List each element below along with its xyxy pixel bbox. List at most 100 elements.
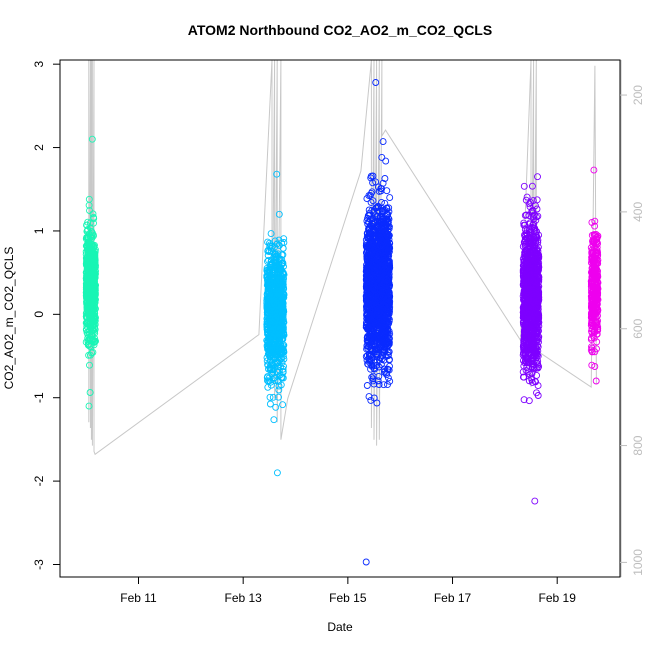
- x-tick-label: Feb 13: [224, 591, 262, 605]
- data-point: [90, 260, 98, 268]
- data-point: [83, 221, 90, 229]
- data-point: [383, 345, 391, 353]
- data-point: [270, 329, 278, 337]
- data-point: [384, 381, 391, 389]
- data-point: [85, 270, 93, 278]
- data-point: [278, 349, 286, 357]
- data-point: [363, 341, 371, 349]
- data-point: [279, 260, 287, 268]
- data-point: [365, 393, 373, 401]
- y-tick-label: -2: [32, 475, 46, 486]
- data-point: [279, 251, 287, 259]
- data-point: [278, 281, 286, 289]
- data-point: [276, 284, 284, 292]
- data-point: [363, 217, 371, 225]
- y-tick-label: -3: [32, 559, 46, 570]
- y-tick-label: 3: [32, 61, 46, 68]
- data-point: [88, 332, 96, 340]
- data-point: [277, 309, 285, 317]
- data-point: [271, 237, 279, 245]
- data-point: [372, 79, 380, 86]
- right-tick-label: 800: [631, 435, 645, 455]
- right-tick-label: 200: [631, 85, 645, 105]
- series-cluster: [82, 135, 100, 410]
- data-point: [89, 303, 97, 311]
- data-point: [278, 320, 285, 328]
- x-tick-label: Feb 19: [539, 591, 577, 605]
- data-point: [369, 197, 377, 205]
- data-point: [363, 306, 371, 314]
- x-axis: Feb 11 Feb 13 Feb 15 Feb 17 Feb 19: [120, 577, 576, 605]
- data-point: [382, 157, 390, 165]
- data-point: [280, 341, 288, 349]
- data-point: [90, 341, 98, 349]
- data-point: [386, 262, 394, 269]
- data-point: [384, 352, 392, 360]
- data-point: [265, 332, 273, 340]
- data-point: [279, 269, 287, 277]
- data-point: [273, 350, 281, 358]
- data-point: [368, 373, 376, 381]
- data-point: [84, 337, 92, 345]
- data-point: [367, 198, 375, 206]
- data-point: [88, 242, 96, 250]
- data-point: [87, 260, 95, 268]
- data-point: [264, 383, 272, 391]
- data-point: [275, 287, 283, 295]
- data-point: [265, 287, 272, 295]
- data-point: [89, 289, 97, 296]
- data-point: [279, 401, 287, 409]
- y-tick-label: 1: [32, 227, 46, 234]
- chart-title: ATOM2 Northbound CO2_AO2_m_CO2_QCLS: [188, 22, 492, 38]
- data-point: [369, 372, 377, 380]
- data-point: [378, 153, 386, 161]
- data-point: [279, 244, 287, 252]
- data-point: [273, 315, 281, 323]
- y-tick-label: 0: [32, 311, 46, 318]
- x-tick-label: Feb 15: [329, 591, 367, 605]
- data-point: [82, 326, 90, 333]
- data-point: [386, 194, 394, 202]
- data-point: [268, 370, 276, 377]
- y-axis-label: CO2_AO2_m_CO2_QCLS: [2, 247, 16, 390]
- data-point: [264, 345, 272, 353]
- data-point: [83, 234, 91, 241]
- data-point: [263, 272, 271, 280]
- data-point: [266, 400, 274, 408]
- data-point: [271, 251, 279, 259]
- data-point: [270, 416, 278, 424]
- data-point: [87, 279, 95, 286]
- series-cluster: [587, 166, 602, 385]
- x-tick-label: Feb 11: [120, 591, 157, 605]
- data-point: [266, 311, 274, 319]
- data-point: [380, 381, 388, 389]
- data-point: [375, 187, 383, 195]
- series-cluster: [519, 173, 543, 505]
- data-point: [267, 325, 274, 333]
- data-point: [275, 393, 282, 401]
- data-point: [87, 250, 95, 258]
- data-point: [88, 135, 96, 143]
- data-point: [263, 341, 271, 349]
- data-point: [84, 256, 92, 264]
- data-point: [269, 393, 277, 401]
- data-point: [531, 497, 539, 505]
- data-point: [91, 274, 99, 282]
- data-point: [367, 172, 375, 180]
- data-point: [265, 299, 273, 307]
- data-point: [83, 298, 91, 306]
- data-point: [85, 402, 93, 410]
- data-point: [83, 279, 91, 287]
- data-point: [269, 349, 277, 357]
- data-point: [366, 235, 374, 242]
- data-point: [381, 224, 389, 232]
- data-point: [274, 250, 282, 258]
- data-point: [375, 381, 383, 388]
- y-tick-label: 2: [32, 144, 46, 151]
- data-point: [86, 207, 93, 215]
- data-point: [272, 292, 280, 300]
- data-point: [275, 210, 283, 218]
- data-point: [273, 170, 281, 178]
